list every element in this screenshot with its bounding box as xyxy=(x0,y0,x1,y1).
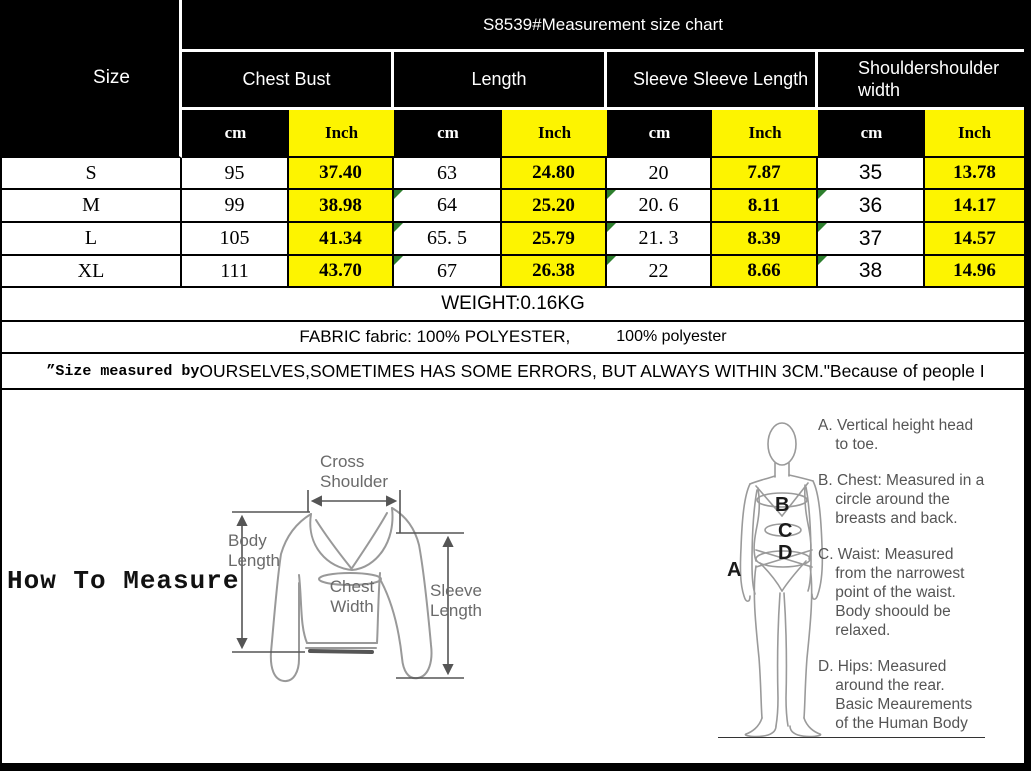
how-to-measure-section: How To Measure xyxy=(2,390,1024,763)
chest-cm-cell: 111 xyxy=(182,256,289,288)
instruction-a: A. Vertical height head to toe. xyxy=(818,417,974,453)
garment-measurement-diagram xyxy=(232,490,464,683)
instruction-c: C. Waist: Measured from the narrowest po… xyxy=(818,546,965,639)
group-header-length: Length xyxy=(394,52,607,110)
chest-inch-cell: 41.34 xyxy=(289,223,394,256)
fabric-note-left: FABRIC fabric: 100% POLYESTER, xyxy=(299,327,571,346)
shoulder-inch-cell: 14.57 xyxy=(925,223,1024,256)
shoulder-cm-cell: 38 xyxy=(818,256,925,288)
weight-note: WEIGHT:0.16KG xyxy=(2,288,1024,322)
length-inch-cell: 25.20 xyxy=(502,190,607,223)
size-label-cell: XL xyxy=(2,256,182,288)
sleeve-inch-cell: 8.39 xyxy=(712,223,818,256)
size-header-cell: Size xyxy=(2,0,182,158)
measurement-arrows xyxy=(232,490,464,679)
instruction-d: D. Hips: Measured around the rear. Basic… xyxy=(818,658,973,732)
size-label-cell: L xyxy=(2,223,182,256)
figure-letter-a: A xyxy=(727,559,741,581)
chart-title: S8539#Measurement size chart xyxy=(182,0,1024,52)
unit-header-inch: Inch xyxy=(712,110,818,158)
figure-letter-b: B xyxy=(775,494,789,516)
sleeve-cm-cell: 20 xyxy=(607,158,712,190)
sleeve-cm-cell: 21. 3 xyxy=(607,223,712,256)
unit-header-inch: Inch xyxy=(502,110,607,158)
shoulder-cm-cell: 35 xyxy=(818,158,925,190)
chest-inch-cell: 43.70 xyxy=(289,256,394,288)
body-length-label: Body Length xyxy=(228,531,280,571)
unit-header-inch: Inch xyxy=(289,110,394,158)
sleeve-inch-cell: 7.87 xyxy=(712,158,818,190)
sleeve-length-label: Sleeve Length xyxy=(430,581,482,621)
body-outline xyxy=(739,422,824,738)
measurement-instructions: A. Vertical height head to toe. B. Chest… xyxy=(818,416,1018,750)
sleeve-cm-cell: 20. 6 xyxy=(607,190,712,223)
sleeve-inch-cell: 8.66 xyxy=(712,256,818,288)
chest-cm-cell: 105 xyxy=(182,223,289,256)
fabric-note-right: 100% polyester xyxy=(616,328,727,345)
instruction-b: B. Chest: Measured in a circle around th… xyxy=(818,472,985,527)
unit-header-inch: Inch xyxy=(925,110,1024,158)
size-label-cell: S xyxy=(2,158,182,190)
chest-cm-cell: 99 xyxy=(182,190,289,223)
chest-width-label: Chest Width xyxy=(329,577,375,617)
unit-header-cm: cm xyxy=(818,110,925,158)
figure-letter-c: C xyxy=(778,520,792,542)
length-inch-cell: 25.79 xyxy=(502,223,607,256)
length-cm-cell: 63 xyxy=(394,158,502,190)
fabric-note: FABRIC fabric: 100% POLYESTER, 100% poly… xyxy=(2,322,1024,354)
chest-cm-cell: 95 xyxy=(182,158,289,190)
unit-header-cm: cm xyxy=(607,110,712,158)
group-header-shoulder-width: Shouldershoulder width xyxy=(818,52,1024,110)
length-cm-cell: 64 xyxy=(394,190,502,223)
length-cm-cell: 65. 5 xyxy=(394,223,502,256)
size-disclaimer-prefix: ”Size measured by xyxy=(46,362,200,380)
group-header-sleeve-length: Sleeve Sleeve Length xyxy=(607,52,818,110)
length-inch-cell: 24.80 xyxy=(502,158,607,190)
sleeve-inch-cell: 8.11 xyxy=(712,190,818,223)
size-disclaimer-text: OURSELVES,SOMETIMES HAS SOME ERRORS, BUT… xyxy=(199,360,985,381)
unit-header-cm: cm xyxy=(394,110,502,158)
shoulder-cm-cell: 37 xyxy=(818,223,925,256)
shoulder-inch-cell: 14.17 xyxy=(925,190,1024,223)
group-header-chest-bust: Chest Bust xyxy=(182,52,394,110)
figure-letter-d: D xyxy=(778,542,792,564)
garment-outline xyxy=(269,507,433,683)
sleeve-cm-cell: 22 xyxy=(607,256,712,288)
length-inch-cell: 26.38 xyxy=(502,256,607,288)
length-cm-cell: 67 xyxy=(394,256,502,288)
measurement-table: Size S8539#Measurement size chart Chest … xyxy=(2,0,1024,390)
unit-header-cm: cm xyxy=(182,110,289,158)
human-body-diagram: A B C D xyxy=(727,422,824,738)
shoulder-cm-cell: 36 xyxy=(818,190,925,223)
chest-inch-cell: 37.40 xyxy=(289,158,394,190)
size-disclaimer: ”Size measured by OURSELVES,SOMETIMES HAS… xyxy=(2,354,1024,390)
cross-shoulder-label: Cross Shoulder xyxy=(320,452,389,492)
size-label-cell: M xyxy=(2,190,182,223)
bottom-divider-line xyxy=(718,737,985,738)
chest-inch-cell: 38.98 xyxy=(289,190,394,223)
shoulder-inch-cell: 14.96 xyxy=(925,256,1024,288)
how-to-measure-heading: How To Measure xyxy=(7,566,240,596)
shoulder-inch-cell: 13.78 xyxy=(925,158,1024,190)
